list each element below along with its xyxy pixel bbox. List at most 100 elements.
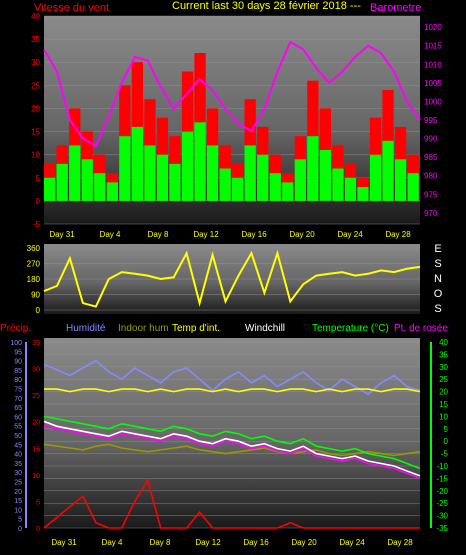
direction-tick-label: 360	[27, 244, 41, 253]
wind-tick-label: 35	[31, 35, 40, 44]
precip-tick-label: 15	[32, 446, 40, 453]
legend-label: Temp d'int.	[172, 323, 220, 334]
precip-axis: 0 5 10 15 20 25 30 35	[32, 340, 40, 533]
average-wind-bar	[332, 168, 344, 201]
series-line	[43, 443, 421, 457]
wind-direction-series	[43, 249, 421, 308]
average-wind-bar	[219, 168, 231, 201]
compass-label: E	[434, 243, 441, 255]
precip-percent-tick-label: 60	[14, 414, 22, 421]
precip-percent-tick-label: 20	[14, 489, 22, 496]
wind-x-tick-label: Day 24	[337, 230, 363, 239]
average-wind-bar	[169, 163, 181, 201]
temperature-x-tick-label: Day 20	[291, 538, 317, 547]
direction-tick-label: 90	[31, 291, 40, 300]
wind-tick-label: 25	[31, 81, 40, 90]
wind-tick-label: 5	[36, 174, 41, 183]
legend-label: Pt. de rosée	[394, 323, 448, 334]
average-wind-bar	[307, 136, 319, 201]
baro-title: Barometre	[370, 2, 421, 14]
precip-percent-tick-label: 35	[14, 461, 22, 468]
precip-percent-tick-label: 95	[14, 349, 22, 356]
wind-tick-label: 30	[31, 58, 40, 67]
wind-x-tick-label: Day 12	[193, 230, 219, 239]
compass-label: O	[434, 288, 443, 300]
series-line	[43, 420, 421, 477]
wind-tick-label: -5	[33, 220, 41, 229]
average-wind-bar	[69, 145, 81, 201]
average-wind-bar	[319, 150, 331, 201]
average-wind-bar	[44, 177, 56, 201]
temperature-tick-label: -35	[436, 524, 448, 533]
average-wind-bar	[269, 173, 281, 201]
temperature-tick-label: 20	[439, 388, 448, 397]
baro-tick-label: 985	[424, 153, 438, 162]
baro-tick-label: 970	[424, 209, 438, 218]
direction-tick-label: 180	[27, 275, 41, 284]
temperature-x-tick-label: Day 31	[51, 538, 77, 547]
wind-chart-xaxis: Day 31 Day 4 Day 8 Day 12 Day 16 Day 20 Day 24…	[49, 230, 411, 239]
precip-tick-label: 25	[32, 393, 40, 400]
wind-x-tick-label: Day 28	[385, 230, 411, 239]
baro-tick-label: 975	[424, 190, 438, 199]
average-wind-bar	[56, 163, 68, 201]
legend-label: Humidité	[66, 323, 106, 334]
temperature-x-tick-label: Day 4	[102, 538, 123, 547]
wind-tick-label: 15	[31, 128, 40, 137]
wind-x-tick-label: Day 8	[148, 230, 169, 239]
average-wind-bar	[244, 145, 256, 201]
precip-percent-tick-label: 50	[14, 433, 22, 440]
wind-tick-label: 40	[31, 12, 40, 21]
average-wind-bar	[131, 126, 143, 201]
average-wind-bar	[144, 145, 156, 201]
precip-percent-tick-label: 15	[14, 498, 22, 505]
precip-tick-label: 5	[36, 499, 40, 506]
series-line	[43, 425, 421, 480]
precip-percent-tick-label: 55	[14, 424, 22, 431]
average-wind-bar	[294, 159, 306, 201]
precip-percent-tick-label: 80	[14, 377, 22, 384]
precip-percent-tick-label: 75	[14, 387, 22, 394]
compass-label: S	[434, 303, 441, 315]
average-wind-bar	[206, 145, 219, 201]
average-wind-bar	[344, 177, 357, 201]
baro-tick-label: 1005	[424, 79, 442, 88]
legend-label: Windchill	[245, 323, 285, 334]
series-line	[43, 359, 421, 396]
temperature-x-tick-label: Day 16	[243, 538, 269, 547]
baro-tick-label: 995	[424, 116, 438, 125]
average-wind-bar	[407, 173, 419, 201]
temperature-legend: Précip. Humidité Indoor hum Temp d'int. Wind…	[0, 323, 448, 334]
precip-percent-tick-label: 5	[18, 517, 22, 524]
precip-percent-tick-label: 100	[10, 340, 22, 347]
direction-tick-label: 0	[36, 306, 41, 315]
average-wind-bar	[106, 182, 118, 201]
legend-label: Temperature (°C)	[312, 323, 389, 334]
temperature-x-tick-label: Day 24	[339, 538, 365, 547]
precip-percent-tick-label: 0	[18, 526, 22, 533]
temperature-tick-label: 10	[439, 412, 448, 421]
precip-percent-tick-label: 65	[14, 405, 22, 412]
average-wind-bar	[119, 136, 131, 201]
average-wind-bar	[282, 182, 294, 201]
legend-label: Précip.	[0, 323, 31, 334]
wind-chart-series	[43, 40, 421, 201]
average-wind-bar	[156, 154, 169, 201]
compass-label: N	[434, 273, 442, 285]
temperature-tick-label: 35	[439, 350, 448, 359]
temperature-tick-label: -25	[436, 499, 448, 508]
legend-label: Indoor hum	[118, 323, 169, 334]
precip-percent-tick-label: 70	[14, 396, 22, 403]
wind-x-tick-label: Day 4	[100, 230, 121, 239]
average-wind-bar	[194, 122, 206, 201]
temperature-tick-label: 40	[439, 338, 448, 347]
wind-direction-line	[43, 249, 421, 308]
temperature-tick-label: 30	[439, 363, 448, 372]
wind-title: Vitesse du vent	[34, 2, 109, 14]
average-wind-bar	[369, 154, 382, 201]
baro-tick-label: 1010	[424, 60, 442, 69]
precip-tick-label: 0	[36, 526, 40, 533]
wind-x-tick-label: Day 20	[289, 230, 315, 239]
